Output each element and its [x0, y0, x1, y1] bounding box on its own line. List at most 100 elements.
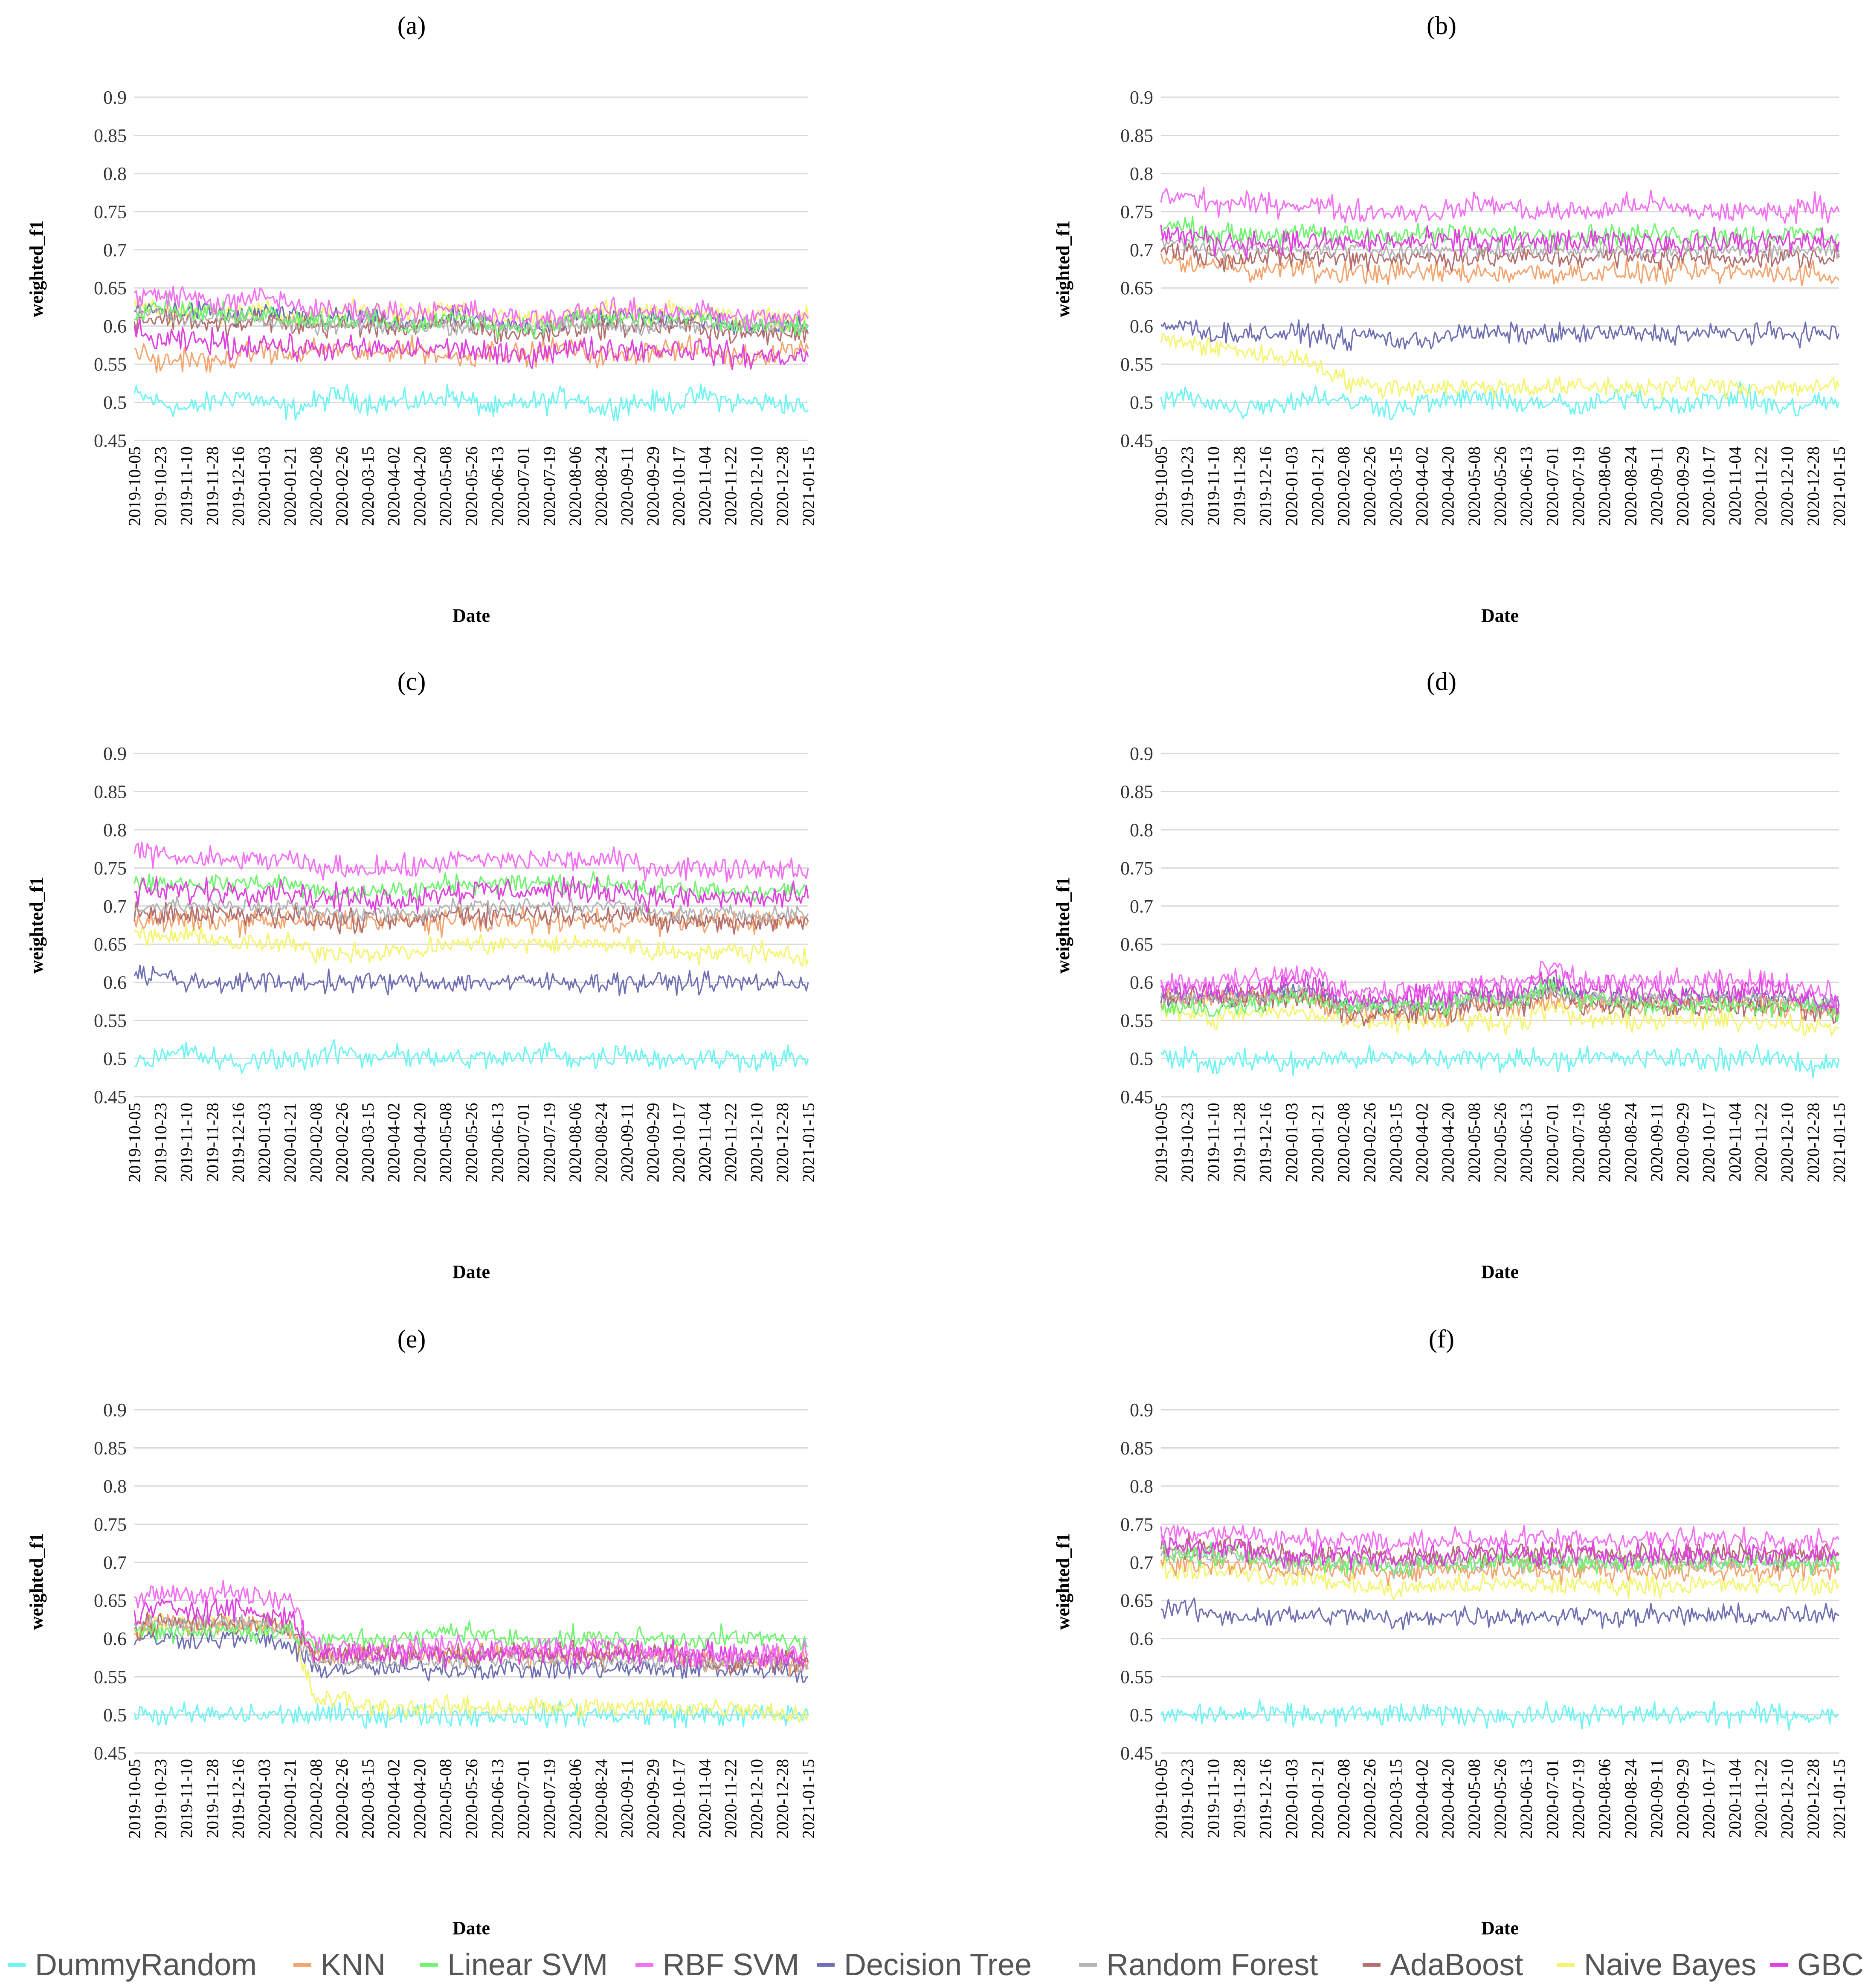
x-tick-label: 2020-12-28 — [773, 1103, 792, 1182]
x-tick-label: 2019-12-16 — [1256, 1103, 1275, 1182]
x-tick-label: 2019-11-28 — [1230, 446, 1249, 525]
legend-item-rbf-svm: RBF SVM — [635, 1948, 799, 1982]
y-tick-label: 0.6 — [103, 1629, 127, 1649]
legend-label: Decision Tree — [844, 1948, 1032, 1982]
x-tick-label: 2020-12-28 — [773, 1759, 792, 1839]
y-tick-label: 0.6 — [1130, 316, 1153, 337]
x-tick-label: 2020-09-29 — [643, 1103, 662, 1182]
x-tick-label: 2020-09-11 — [1647, 1759, 1666, 1838]
x-tick-label: 2020-03-15 — [1386, 1103, 1405, 1182]
x-tick-label: 2020-01-03 — [1282, 1759, 1301, 1839]
series-line-naive-bayes — [1160, 999, 1839, 1037]
x-tick-label: 2020-07-01 — [514, 1759, 533, 1839]
series-line-decision-tree — [133, 965, 809, 997]
y-tick-label: 0.7 — [103, 896, 127, 917]
x-tick-label: 2020-11-04 — [1725, 446, 1744, 525]
x-tick-label: 2020-11-04 — [1725, 1103, 1744, 1182]
x-tick-label: 2019-12-16 — [229, 1759, 248, 1839]
x-tick-label: 2020-12-10 — [1778, 1759, 1797, 1839]
chart-panel-5: (f) 0.45 0.5 0.55 0.6 0.65 0.7 0.75 0.8 0.85 0.9 20… — [1053, 1325, 1849, 1939]
y-tick-label: 0.75 — [1120, 201, 1153, 222]
x-tick-label: 2021-01-15 — [799, 446, 818, 526]
y-axis-title: weighted_f1 — [1053, 1533, 1073, 1630]
legend-item-random-forest: Random Forest — [1079, 1948, 1318, 1982]
x-tick-label: 2020-04-02 — [1413, 1103, 1432, 1182]
y-tick-label: 0.75 — [94, 201, 127, 222]
x-tick-label: 2020-10-17 — [669, 446, 688, 526]
y-tick-label: 0.55 — [94, 1666, 127, 1687]
x-tick-label: 2020-02-26 — [1360, 446, 1379, 526]
x-tick-label: 2020-01-21 — [281, 1103, 300, 1182]
x-tick-label: 2020-11-04 — [695, 1103, 714, 1182]
series-line-decision-tree — [133, 1629, 809, 1683]
x-tick-label: 2020-10-17 — [1699, 1103, 1718, 1182]
x-tick-label: 2021-01-15 — [799, 1103, 818, 1182]
x-tick-label: 2020-07-01 — [514, 446, 533, 526]
legend-item-decision-tree: Decision Tree — [817, 1948, 1032, 1982]
x-tick-label: 2020-11-04 — [695, 1759, 714, 1838]
y-tick-label: 0.55 — [94, 1010, 127, 1031]
x-tick-label: 2020-04-20 — [1439, 1759, 1458, 1839]
series-line-decision-tree — [1160, 1597, 1839, 1630]
legend-item-dummyrandom: DummyRandom — [8, 1948, 257, 1982]
series-line-gbc — [133, 319, 809, 371]
x-tick-label: 2020-05-08 — [436, 446, 455, 526]
y-tick-label: 0.85 — [94, 125, 127, 146]
y-tick-label: 0.9 — [103, 87, 127, 108]
x-tick-label: 2020-12-10 — [747, 1103, 766, 1182]
x-tick-label: 2020-06-13 — [488, 446, 507, 526]
series-line-dummyrandom — [1160, 381, 1840, 420]
x-tick-label: 2020-11-22 — [721, 1759, 740, 1838]
x-tick-label: 2020-09-29 — [1673, 1103, 1692, 1182]
x-tick-label: 2021-01-15 — [799, 1759, 818, 1839]
x-axis-title: Date — [452, 1261, 490, 1282]
x-tick-label: 2019-12-16 — [229, 1103, 248, 1182]
x-tick-label: 2019-10-23 — [1178, 1103, 1197, 1182]
y-axis-title: weighted_f1 — [26, 1533, 47, 1630]
y-axis-title: weighted_f1 — [1053, 220, 1073, 317]
legend-item-knn: KNN — [293, 1948, 386, 1982]
y-tick-label: 0.8 — [1130, 1476, 1153, 1497]
x-tick-label: 2019-11-10 — [1204, 1103, 1223, 1182]
legend-label: Random Forest — [1106, 1948, 1318, 1982]
x-tick-label: 2020-02-26 — [1360, 1759, 1379, 1839]
y-tick-label: 0.6 — [103, 972, 127, 993]
x-tick-label: 2020-08-06 — [566, 1759, 585, 1839]
y-tick-label: 0.7 — [1130, 240, 1153, 261]
series-line-adaboost — [133, 901, 809, 935]
y-tick-label: 0.75 — [1120, 858, 1153, 878]
y-tick-label: 0.45 — [94, 1743, 127, 1764]
x-tick-label: 2019-10-23 — [1178, 1759, 1197, 1839]
x-tick-label: 2021-01-15 — [1830, 1103, 1849, 1182]
x-tick-label: 2020-10-17 — [1699, 446, 1718, 526]
x-tick-label: 2020-11-22 — [1752, 446, 1771, 525]
x-tick-label: 2019-10-23 — [151, 1103, 170, 1182]
x-tick-label: 2020-06-13 — [1517, 446, 1536, 526]
panel-label: (d) — [1427, 667, 1456, 696]
x-tick-label: 2020-01-03 — [255, 1759, 274, 1839]
x-tick-label: 2020-04-20 — [410, 446, 429, 526]
y-tick-label: 0.7 — [1130, 896, 1153, 917]
x-tick-label: 2020-12-28 — [1804, 1103, 1823, 1182]
series-line-linear-svm — [133, 1619, 809, 1652]
legend-label: RBF SVM — [663, 1948, 799, 1982]
x-tick-label: 2020-08-24 — [1621, 446, 1640, 526]
y-tick-label: 0.5 — [1130, 1705, 1153, 1726]
y-tick-label: 0.45 — [1120, 1087, 1153, 1107]
chart-panel-1: (b) 0.45 0.5 0.55 0.6 0.65 0.7 0.75 0.8 0.85 0.9 20… — [1053, 12, 1849, 626]
x-tick-label: 2020-02-08 — [1334, 1103, 1353, 1182]
x-tick-label: 2020-01-03 — [1282, 1103, 1301, 1182]
series-line-rbf-svm — [1160, 187, 1840, 224]
y-tick-label: 0.7 — [103, 240, 127, 261]
x-tick-label: 2020-01-03 — [255, 1103, 274, 1182]
x-tick-label: 2020-05-08 — [1465, 446, 1484, 526]
x-tick-label: 2020-12-28 — [773, 446, 792, 526]
legend-item-adaboost: AdaBoost — [1363, 1948, 1523, 1982]
x-tick-label: 2019-10-05 — [1152, 446, 1171, 526]
x-tick-label: 2020-09-29 — [643, 1759, 662, 1839]
x-tick-label: 2020-01-03 — [1282, 446, 1301, 526]
y-tick-label: 0.65 — [94, 934, 127, 955]
x-tick-label: 2019-11-10 — [177, 446, 196, 525]
series-line-rbf-svm — [1160, 961, 1839, 1009]
x-tick-label: 2020-12-10 — [747, 446, 766, 526]
